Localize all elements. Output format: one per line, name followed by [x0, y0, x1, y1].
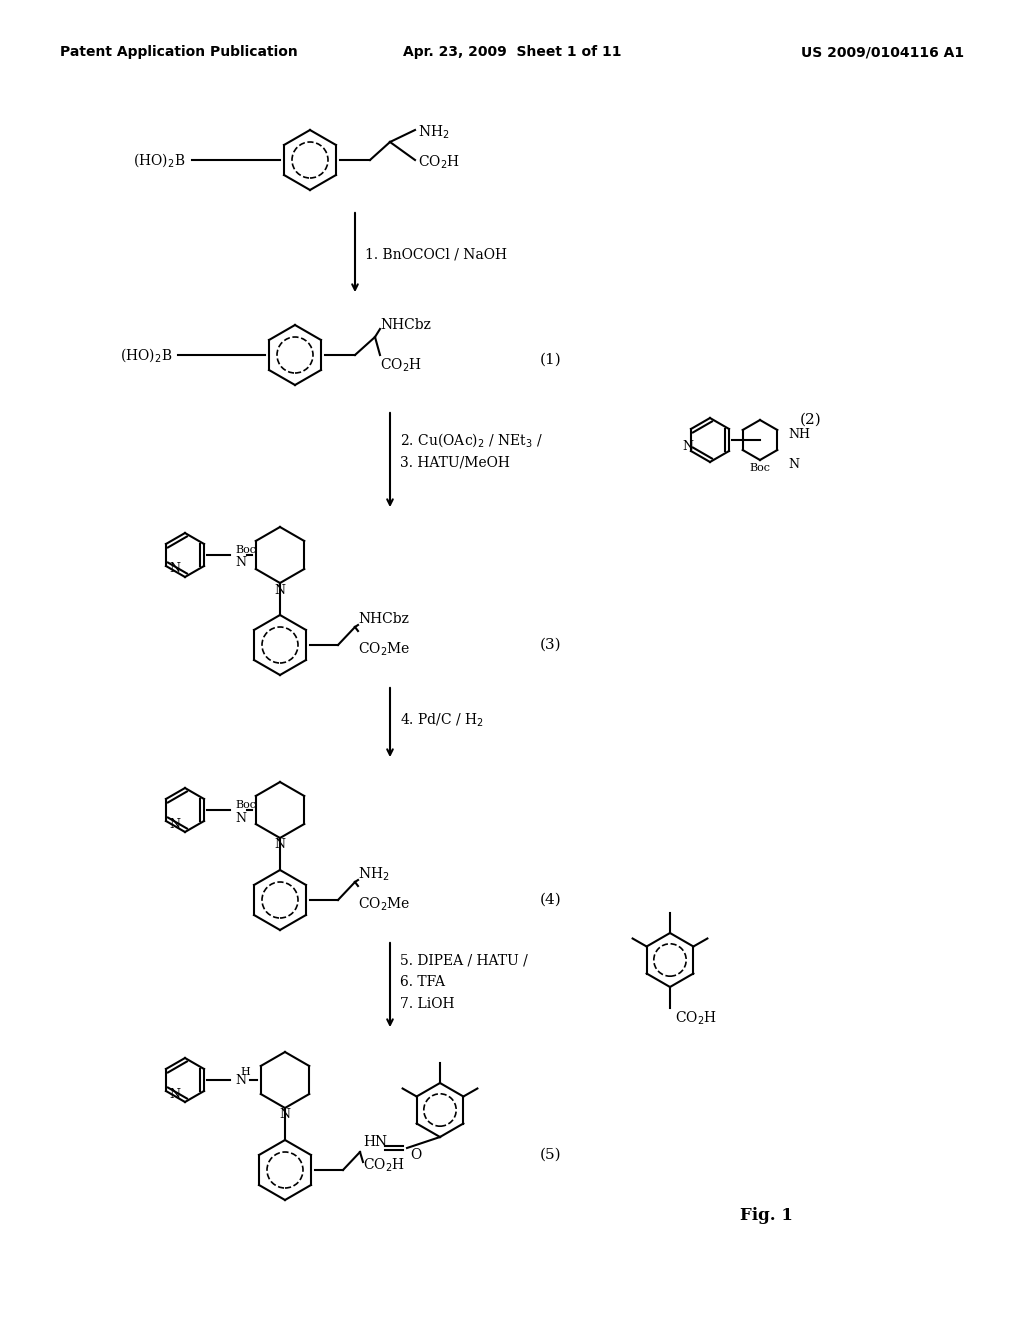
Text: N: N — [274, 838, 286, 851]
Text: Fig. 1: Fig. 1 — [740, 1206, 793, 1224]
Text: NHCbz: NHCbz — [380, 318, 431, 333]
Text: Boc: Boc — [750, 463, 770, 473]
Text: N: N — [788, 458, 799, 471]
Text: 5. DIPEA / HATU /: 5. DIPEA / HATU / — [400, 953, 527, 968]
Text: CO$_2$Me: CO$_2$Me — [358, 640, 411, 657]
Text: NH$_2$: NH$_2$ — [358, 866, 389, 883]
Text: N: N — [170, 562, 180, 576]
Text: NH$_2$: NH$_2$ — [418, 123, 450, 141]
Text: (2): (2) — [800, 413, 821, 426]
Text: CO$_2$H: CO$_2$H — [418, 153, 460, 170]
Text: N: N — [234, 1073, 246, 1086]
Text: N: N — [280, 1109, 291, 1122]
Text: 6. TFA: 6. TFA — [400, 975, 445, 989]
Text: CO$_2$H: CO$_2$H — [380, 356, 422, 375]
Text: N: N — [234, 557, 246, 569]
Text: N: N — [170, 1088, 180, 1101]
Text: US 2009/0104116 A1: US 2009/0104116 A1 — [801, 45, 964, 59]
Text: N: N — [274, 583, 286, 597]
Text: CO$_2$H: CO$_2$H — [675, 1010, 717, 1027]
Text: CO$_2$H: CO$_2$H — [362, 1156, 404, 1173]
Text: (4): (4) — [540, 894, 562, 907]
Text: Boc: Boc — [234, 800, 256, 810]
Text: CO$_2$Me: CO$_2$Me — [358, 895, 411, 912]
Text: 3. HATU/MeOH: 3. HATU/MeOH — [400, 455, 510, 469]
Text: (5): (5) — [540, 1148, 561, 1162]
Text: 4. Pd/C / H$_2$: 4. Pd/C / H$_2$ — [400, 711, 484, 729]
Text: HN: HN — [362, 1135, 387, 1148]
Text: Patent Application Publication: Patent Application Publication — [60, 45, 298, 59]
Text: O: O — [410, 1148, 421, 1162]
Text: (3): (3) — [540, 638, 561, 652]
Text: Boc: Boc — [234, 545, 256, 554]
Text: NHCbz: NHCbz — [358, 612, 409, 626]
Text: 7. LiOH: 7. LiOH — [400, 997, 455, 1011]
Text: (HO)$_2$B: (HO)$_2$B — [120, 346, 172, 364]
Text: NH: NH — [788, 429, 810, 441]
Text: (HO)$_2$B: (HO)$_2$B — [133, 150, 185, 169]
Text: N: N — [234, 812, 246, 825]
Text: (1): (1) — [540, 352, 562, 367]
Text: N: N — [683, 440, 693, 453]
Text: Apr. 23, 2009  Sheet 1 of 11: Apr. 23, 2009 Sheet 1 of 11 — [402, 45, 622, 59]
Text: 1. BnOCOCl / NaOH: 1. BnOCOCl / NaOH — [365, 248, 507, 261]
Text: H: H — [240, 1067, 250, 1077]
Text: N: N — [170, 817, 180, 830]
Text: 2. Cu(OAc)$_2$ / NEt$_3$ /: 2. Cu(OAc)$_2$ / NEt$_3$ / — [400, 432, 543, 449]
